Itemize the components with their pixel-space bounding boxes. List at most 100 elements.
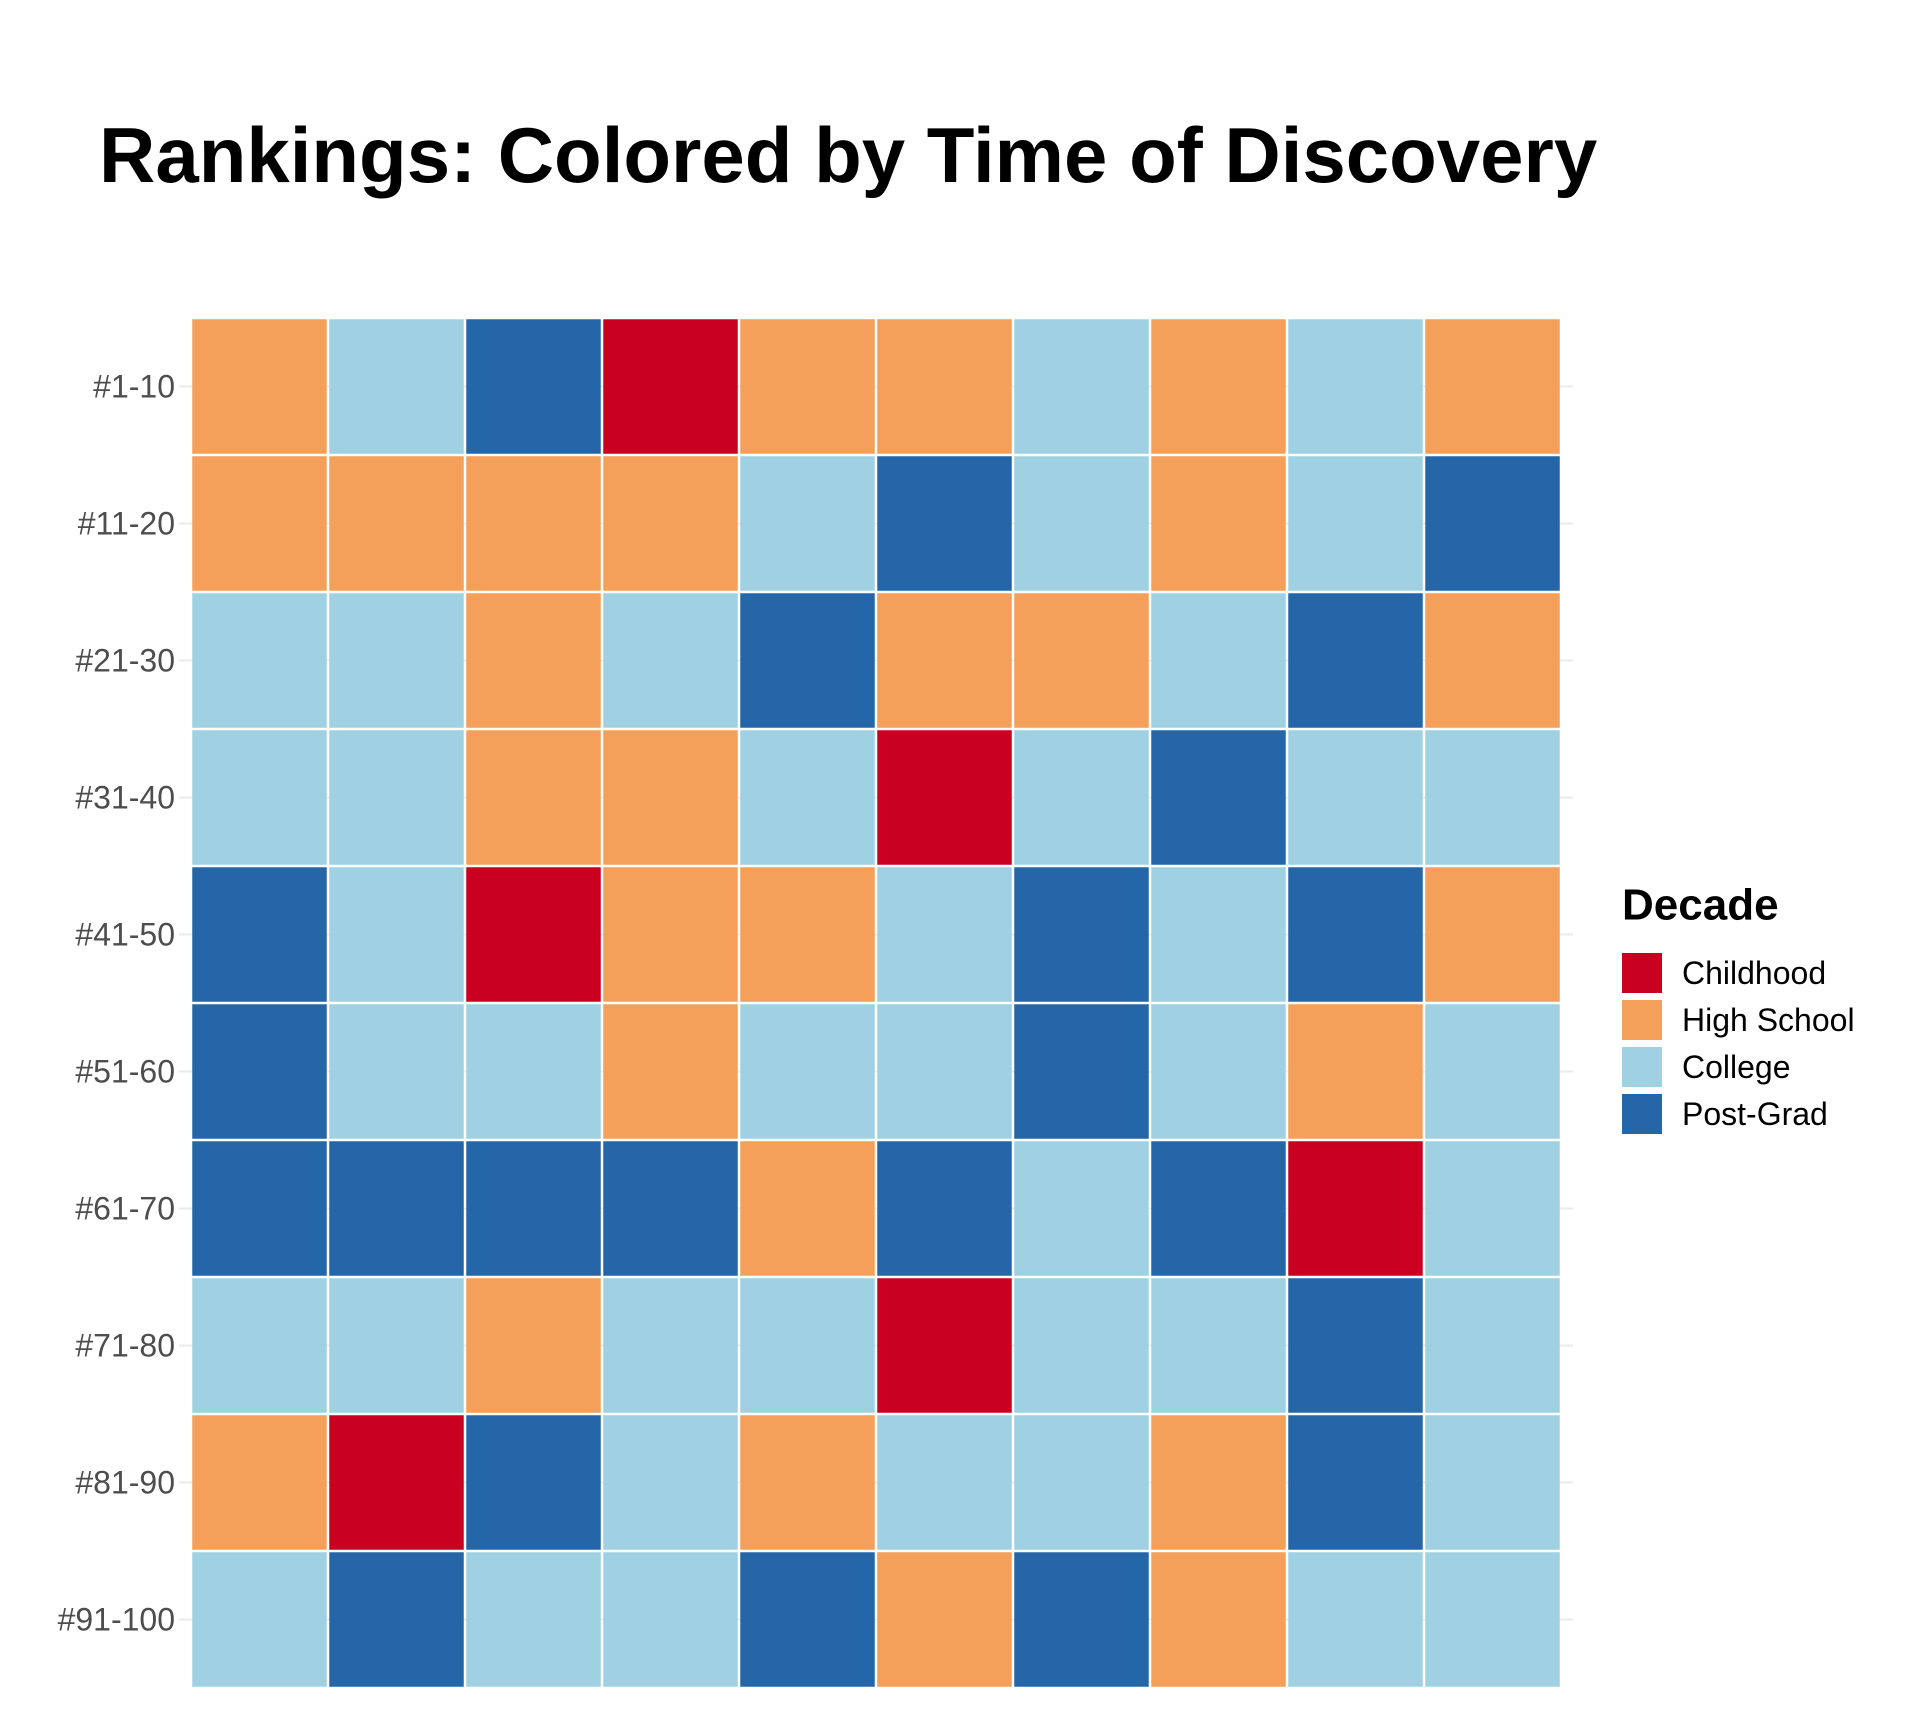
legend: Decade Childhood High School College Post-Gr…	[1622, 881, 1855, 1134]
heatmap-tile	[1425, 1004, 1560, 1139]
y-tick-label: #21-30	[75, 643, 175, 679]
heatmap-tile	[1151, 456, 1286, 591]
heatmap-tile	[1151, 1552, 1286, 1687]
heatmap-tile	[603, 867, 738, 1002]
heatmap-tile	[877, 456, 1012, 591]
heatmap-tile	[192, 1004, 327, 1139]
heatmap-tile	[740, 1004, 875, 1139]
heatmap-tile	[1014, 730, 1149, 865]
heatmap-tile	[603, 1141, 738, 1276]
heatmap-tile	[1425, 593, 1560, 728]
heatmap-tile	[740, 593, 875, 728]
y-tick-label: #81-90	[75, 1465, 175, 1501]
heatmap-tile	[1425, 1415, 1560, 1550]
heatmap-tile	[192, 1141, 327, 1276]
heatmap-tile	[192, 593, 327, 728]
heatmap-tile	[466, 730, 601, 865]
heatmap-tile	[1425, 1552, 1560, 1687]
legend-swatch	[1622, 1094, 1662, 1134]
heatmap-tile	[1425, 730, 1560, 865]
heatmap-tile	[192, 456, 327, 591]
heatmap-tile	[329, 1278, 464, 1413]
y-tick-label: #11-20	[78, 506, 175, 542]
heatmap-tile	[740, 1141, 875, 1276]
heatmap-tile	[466, 319, 601, 454]
heatmap-tile	[1151, 867, 1286, 1002]
heatmap-tile	[466, 1141, 601, 1276]
heatmap-tile	[1151, 319, 1286, 454]
heatmap-tile	[466, 593, 601, 728]
heatmap-tile	[329, 1415, 464, 1550]
legend-label: College	[1682, 1049, 1791, 1085]
heatmap-tile	[1014, 867, 1149, 1002]
heatmap-tile	[1288, 1278, 1423, 1413]
heatmap-tile	[1151, 1278, 1286, 1413]
heatmap-tile	[877, 1278, 1012, 1413]
heatmap-tile	[603, 456, 738, 591]
heatmap-tile	[1425, 867, 1560, 1002]
heatmap-tile	[603, 1004, 738, 1139]
heatmap-tile	[466, 456, 601, 591]
heatmap-tile	[1288, 456, 1423, 591]
heatmap-tile	[877, 1552, 1012, 1687]
legend-label: Post-Grad	[1682, 1096, 1828, 1132]
heatmap-tile	[603, 730, 738, 865]
heatmap-tile	[877, 593, 1012, 728]
heatmap-tile	[877, 867, 1012, 1002]
heatmap-tile	[1014, 456, 1149, 591]
heatmap-tile	[466, 1415, 601, 1550]
heatmap-tile	[877, 1141, 1012, 1276]
legend-swatch	[1622, 953, 1662, 993]
heatmap-tile	[1425, 1141, 1560, 1276]
legend-label: Childhood	[1682, 955, 1826, 991]
heatmap-tile	[877, 319, 1012, 454]
heatmap-tile	[192, 319, 327, 454]
y-axis: #1-10 #11-20 #21-30 #31-40 #41-50 #51-60 #61-7…	[58, 369, 175, 1638]
heatmap-tile	[603, 1415, 738, 1550]
heatmap-tile	[329, 593, 464, 728]
heatmap-tile	[1288, 319, 1423, 454]
heatmap-tile	[192, 1278, 327, 1413]
y-tick-label: #71-80	[75, 1328, 175, 1364]
heatmap-tile	[1425, 456, 1560, 591]
heatmap-tile	[192, 1415, 327, 1550]
heatmap-tile	[740, 1552, 875, 1687]
heatmap-tile	[1014, 1004, 1149, 1139]
heatmap-tile	[329, 1552, 464, 1687]
legend-label: High School	[1682, 1002, 1855, 1038]
heatmap-tile	[1288, 1415, 1423, 1550]
heatmap-tile	[1288, 1004, 1423, 1139]
y-tick-label: #91-100	[58, 1602, 175, 1638]
heatmap-tile	[1014, 1552, 1149, 1687]
heatmap-tile	[740, 456, 875, 591]
heatmap-tile	[1288, 730, 1423, 865]
heatmap-tile	[1288, 867, 1423, 1002]
heatmap-tile	[740, 319, 875, 454]
heatmap-tile	[329, 319, 464, 454]
heatmap-tile	[740, 867, 875, 1002]
heatmap-tile	[329, 1141, 464, 1276]
heatmap-tile	[603, 319, 738, 454]
heatmap-tile	[1151, 1415, 1286, 1550]
heatmap-tile	[740, 730, 875, 865]
y-tick-label: #51-60	[75, 1054, 175, 1090]
heatmap-tile	[1151, 1141, 1286, 1276]
heatmap-tile	[329, 730, 464, 865]
heatmap-tile	[603, 1278, 738, 1413]
y-tick-label: #61-70	[75, 1191, 175, 1227]
y-tick-label: #1-10	[93, 369, 175, 405]
heatmap-tile	[329, 867, 464, 1002]
heatmap-tile	[1014, 1278, 1149, 1413]
heatmap-tile	[1014, 1415, 1149, 1550]
heatmap-tile	[1014, 319, 1149, 454]
y-tick-label: #41-50	[75, 917, 175, 953]
heatmap-tile	[192, 867, 327, 1002]
legend-title: Decade	[1622, 881, 1779, 930]
heatmap-tile	[466, 867, 601, 1002]
heatmap-tile	[466, 1552, 601, 1687]
heatmap-tile	[1151, 1004, 1286, 1139]
heatmap-tile	[466, 1278, 601, 1413]
legend-swatch	[1622, 1000, 1662, 1040]
heatmap-tile	[1425, 319, 1560, 454]
